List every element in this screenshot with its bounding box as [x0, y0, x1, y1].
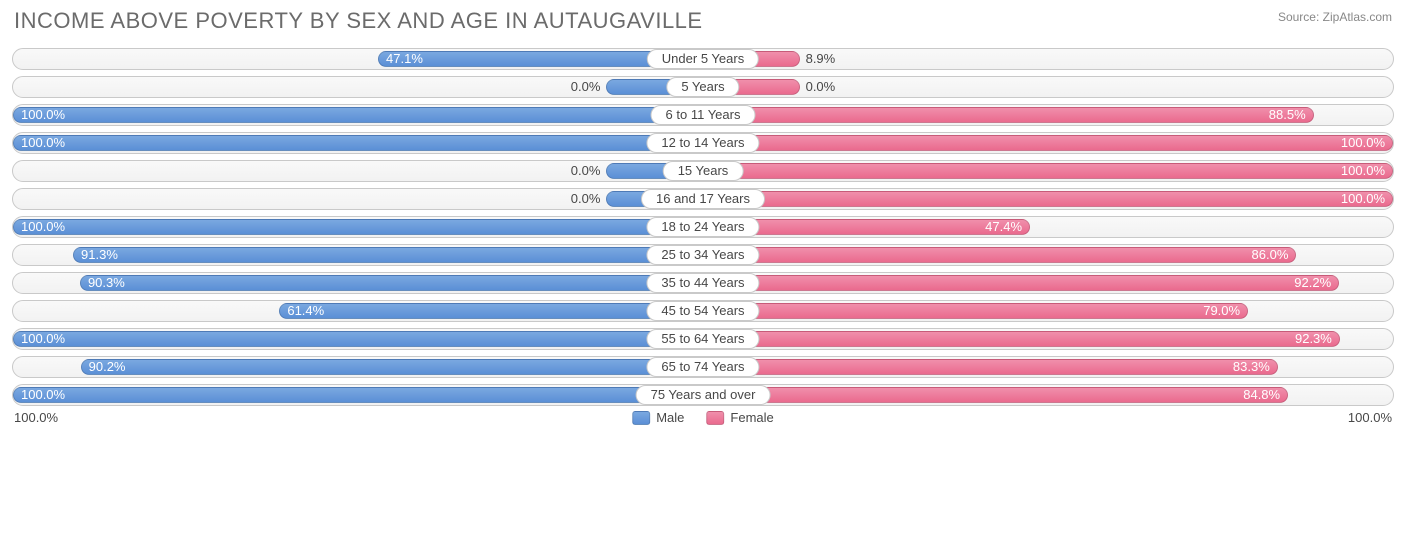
male-value: 100.0%: [21, 107, 65, 123]
female-value: 92.2%: [1294, 275, 1331, 291]
male-value: 100.0%: [21, 135, 65, 151]
male-value: 61.4%: [287, 303, 324, 319]
male-swatch-icon: [632, 411, 650, 425]
male-value: 100.0%: [21, 331, 65, 347]
category-label: 6 to 11 Years: [651, 105, 756, 125]
table-row: 100.0% 92.3% 55 to 64 Years: [12, 328, 1394, 350]
axis-tick-left: 100.0%: [14, 410, 58, 425]
male-value: 0.0%: [571, 191, 601, 207]
table-row: 0.0% 100.0% 15 Years: [12, 160, 1394, 182]
category-label: 18 to 24 Years: [646, 217, 759, 237]
female-value: 0.0%: [806, 79, 836, 95]
female-value: 100.0%: [1341, 135, 1385, 151]
chart-title: INCOME ABOVE POVERTY BY SEX AND AGE IN A…: [14, 8, 1394, 34]
chart-container: INCOME ABOVE POVERTY BY SEX AND AGE IN A…: [0, 0, 1406, 440]
category-label: 65 to 74 Years: [646, 357, 759, 377]
table-row: 47.1% 8.9% Under 5 Years: [12, 48, 1394, 70]
source-attribution: Source: ZipAtlas.com: [1278, 10, 1392, 24]
category-label: 45 to 54 Years: [646, 301, 759, 321]
female-value: 100.0%: [1341, 163, 1385, 179]
table-row: 100.0% 84.8% 75 Years and over: [12, 384, 1394, 406]
female-value: 92.3%: [1295, 331, 1332, 347]
legend-male: Male: [632, 410, 684, 425]
legend-female-label: Female: [730, 410, 773, 425]
category-label: 75 Years and over: [636, 385, 771, 405]
male-value: 0.0%: [571, 163, 601, 179]
table-row: 100.0% 88.5% 6 to 11 Years: [12, 104, 1394, 126]
female-value: 84.8%: [1243, 387, 1280, 403]
table-row: 0.0% 0.0% 5 Years: [12, 76, 1394, 98]
female-value: 88.5%: [1269, 107, 1306, 123]
legend: Male Female: [632, 410, 774, 425]
table-row: 100.0% 47.4% 18 to 24 Years: [12, 216, 1394, 238]
table-row: 90.2% 83.3% 65 to 74 Years: [12, 356, 1394, 378]
axis-tick-right: 100.0%: [1348, 410, 1392, 425]
category-label: 35 to 44 Years: [646, 273, 759, 293]
female-value: 47.4%: [985, 219, 1022, 235]
legend-female: Female: [706, 410, 773, 425]
table-row: 0.0% 100.0% 16 and 17 Years: [12, 188, 1394, 210]
male-value: 100.0%: [21, 387, 65, 403]
table-row: 90.3% 92.2% 35 to 44 Years: [12, 272, 1394, 294]
table-row: 91.3% 86.0% 25 to 34 Years: [12, 244, 1394, 266]
female-value: 8.9%: [806, 51, 836, 67]
male-value: 90.2%: [89, 359, 126, 375]
male-value: 47.1%: [386, 51, 423, 67]
category-label: 15 Years: [663, 161, 744, 181]
category-label: 55 to 64 Years: [646, 329, 759, 349]
category-label: 25 to 34 Years: [646, 245, 759, 265]
category-label: 12 to 14 Years: [646, 133, 759, 153]
category-label: 5 Years: [666, 77, 739, 97]
female-value: 86.0%: [1252, 247, 1289, 263]
category-label: Under 5 Years: [647, 49, 759, 69]
legend-male-label: Male: [656, 410, 684, 425]
table-row: 100.0% 100.0% 12 to 14 Years: [12, 132, 1394, 154]
male-value: 0.0%: [571, 79, 601, 95]
female-swatch-icon: [706, 411, 724, 425]
x-axis: 100.0% 100.0% Male Female: [12, 410, 1394, 430]
female-value: 100.0%: [1341, 191, 1385, 207]
male-value: 90.3%: [88, 275, 125, 291]
chart-rows: 47.1% 8.9% Under 5 Years 0.0% 0.0% 5 Years 100…: [12, 48, 1394, 406]
male-value: 100.0%: [21, 219, 65, 235]
female-value: 83.3%: [1233, 359, 1270, 375]
male-value: 91.3%: [81, 247, 118, 263]
female-value: 79.0%: [1203, 303, 1240, 319]
table-row: 61.4% 79.0% 45 to 54 Years: [12, 300, 1394, 322]
category-label: 16 and 17 Years: [641, 189, 765, 209]
